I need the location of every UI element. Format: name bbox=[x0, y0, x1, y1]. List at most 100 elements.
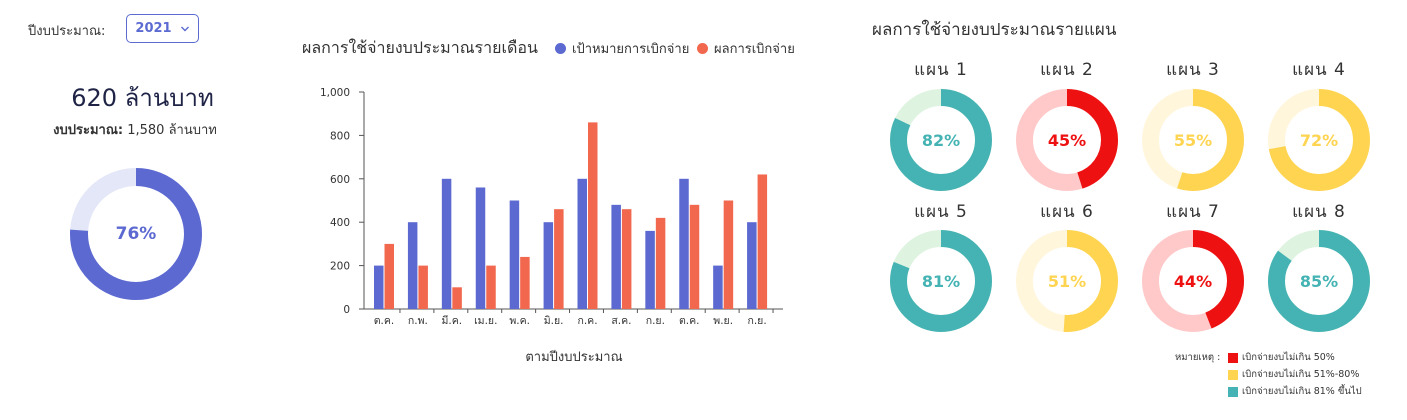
total-spent: 620 ล้านบาท bbox=[71, 84, 214, 112]
bar-target bbox=[407, 222, 418, 309]
donut-percent: 72% bbox=[1300, 131, 1338, 150]
donut-progress bbox=[1142, 89, 1244, 191]
note-text: เบิกจ่ายงบไม่เกิน 81% ขึ้นไป bbox=[1242, 386, 1362, 397]
x-axis-label: ตามปีงบประมาณ bbox=[525, 349, 622, 365]
bar-target bbox=[509, 200, 520, 309]
summary-percent: 76% bbox=[116, 224, 157, 244]
y-tick-label: 400 bbox=[330, 217, 350, 229]
x-tick-label: ส.ค. bbox=[611, 315, 631, 327]
bar-actual bbox=[655, 217, 666, 309]
note-item-yellow: เบิกจ่ายงบไม่เกิน 51%-80% bbox=[1228, 367, 1359, 382]
monthly-bar-chart: 0 200 400 600 800 1,000 ต.ค. ก.พ. มี.ค. เม.ย. พ.ค… bbox=[320, 87, 783, 365]
x-tick-label: ต.ค. bbox=[374, 315, 395, 327]
plan-8-donut: 85% bbox=[1268, 230, 1370, 332]
plan-5-label: แผน 5 bbox=[914, 202, 968, 222]
plan-6-donut: 51% bbox=[1016, 230, 1118, 332]
bar-target bbox=[374, 265, 384, 309]
bar-actual bbox=[554, 209, 564, 309]
bar-target bbox=[713, 265, 723, 309]
y-tick-label: 200 bbox=[330, 261, 350, 273]
fiscal-year-select[interactable]: 2021 bbox=[126, 14, 199, 43]
plan-5-donut: 81% bbox=[890, 230, 992, 332]
legend-target-label: เป้าหมายการเบิกจ่าย bbox=[572, 42, 690, 57]
legend-actual-marker bbox=[697, 43, 708, 54]
x-tick-label: มิ.ย. bbox=[544, 315, 564, 327]
plan-7-donut: 44% bbox=[1142, 230, 1244, 332]
donut-percent: 81% bbox=[922, 272, 960, 291]
x-tick-label: ก.ย. bbox=[747, 315, 766, 327]
bar-target bbox=[679, 178, 689, 309]
bar-actual bbox=[689, 204, 700, 309]
y-tick-label: 800 bbox=[330, 130, 350, 142]
bar-actual bbox=[757, 174, 768, 309]
plan-8-label: แผน 8 bbox=[1292, 202, 1346, 222]
donut-percent: 82% bbox=[922, 131, 960, 150]
bar-target bbox=[577, 178, 587, 309]
y-tick-label: 600 bbox=[330, 174, 350, 186]
y-tick-label: 1,000 bbox=[320, 87, 350, 99]
note-text: เบิกจ่ายงบไม่เกิน 51%-80% bbox=[1242, 369, 1360, 380]
x-tick-label: ก.ค. bbox=[577, 315, 597, 327]
x-tick-label: พ.ย. bbox=[713, 315, 733, 327]
fiscal-year-value: 2021 bbox=[135, 21, 172, 36]
bar-target bbox=[747, 222, 757, 309]
plan-7-label: แผน 7 bbox=[1166, 202, 1220, 222]
budget-label: งบประมาณ: bbox=[53, 123, 124, 138]
legend-target: เป้าหมายการเบิกจ่าย bbox=[555, 38, 689, 59]
bar-actual bbox=[384, 243, 394, 309]
plan-1-donut: 82% bbox=[890, 89, 992, 191]
donut-progress bbox=[1016, 230, 1118, 332]
legend-actual-label: ผลการเบิกจ่าย bbox=[714, 42, 795, 57]
plan-6-label: แผน 6 bbox=[1040, 202, 1094, 222]
note-swatch bbox=[1228, 386, 1238, 397]
summary-donut: 76% bbox=[70, 168, 202, 300]
note-swatch bbox=[1228, 369, 1238, 380]
plan-3-donut: 55% bbox=[1142, 89, 1244, 191]
y-tick-label: 0 bbox=[343, 304, 350, 316]
x-tick-label: เม.ย. bbox=[474, 315, 497, 327]
donut-percent: 44% bbox=[1174, 272, 1212, 291]
x-tick-label: ก.พ. bbox=[408, 315, 428, 327]
plan-2-label: แผน 2 bbox=[1040, 60, 1094, 80]
note-item-red: เบิกจ่ายงบไม่เกิน 50% bbox=[1228, 350, 1335, 365]
bar-actual bbox=[452, 287, 462, 309]
x-tick-label: พ.ค. bbox=[509, 315, 530, 327]
bar-actual bbox=[621, 209, 632, 309]
note-label: หมายเหตุ : bbox=[1175, 352, 1221, 363]
donut-percent: 85% bbox=[1300, 272, 1338, 291]
legend-target-marker bbox=[555, 43, 566, 54]
donut-progress bbox=[1142, 230, 1244, 332]
bar-target bbox=[441, 178, 452, 309]
plan-4-donut: 72% bbox=[1268, 89, 1370, 191]
bar-actual bbox=[520, 256, 530, 309]
donut-percent: 45% bbox=[1048, 131, 1086, 150]
donut-percent: 51% bbox=[1048, 272, 1086, 291]
bar-actual bbox=[486, 265, 496, 309]
plan-1-label: แผน 1 bbox=[914, 60, 968, 80]
donut-percent: 55% bbox=[1174, 131, 1212, 150]
x-tick-label: มี.ค. bbox=[442, 314, 463, 327]
budget-line: งบประมาณ: 1,580 ล้านบาท bbox=[0, 119, 270, 140]
bar-target bbox=[475, 187, 486, 309]
bar-target bbox=[543, 222, 554, 309]
donut-progress bbox=[890, 230, 992, 332]
plan-chart-title: ผลการใช้จ่ายงบประมาณรายแผน bbox=[872, 20, 1117, 40]
bar-target bbox=[645, 230, 655, 309]
plan-3-label: แผน 3 bbox=[1166, 60, 1220, 80]
bar-actual bbox=[723, 200, 734, 309]
plan-4-label: แผน 4 bbox=[1292, 60, 1346, 80]
bar-actual bbox=[588, 122, 598, 309]
bar-target bbox=[611, 204, 621, 309]
donut-progress bbox=[1268, 230, 1370, 332]
donut-progress bbox=[1016, 89, 1118, 191]
note-swatch bbox=[1228, 352, 1238, 363]
chevron-down-icon bbox=[180, 26, 189, 31]
fiscal-year-label: ปีงบประมาณ: bbox=[28, 24, 106, 39]
note-text: เบิกจ่ายงบไม่เกิน 50% bbox=[1242, 352, 1335, 363]
x-tick-label: ต.ค. bbox=[679, 315, 700, 327]
legend-actual: ผลการเบิกจ่าย bbox=[697, 38, 795, 59]
note-item-teal: เบิกจ่ายงบไม่เกิน 81% ขึ้นไป bbox=[1228, 384, 1362, 399]
x-tick-label: ก.ย. bbox=[646, 315, 665, 327]
bar-actual bbox=[418, 265, 428, 309]
summary-donut-progress bbox=[70, 168, 202, 300]
